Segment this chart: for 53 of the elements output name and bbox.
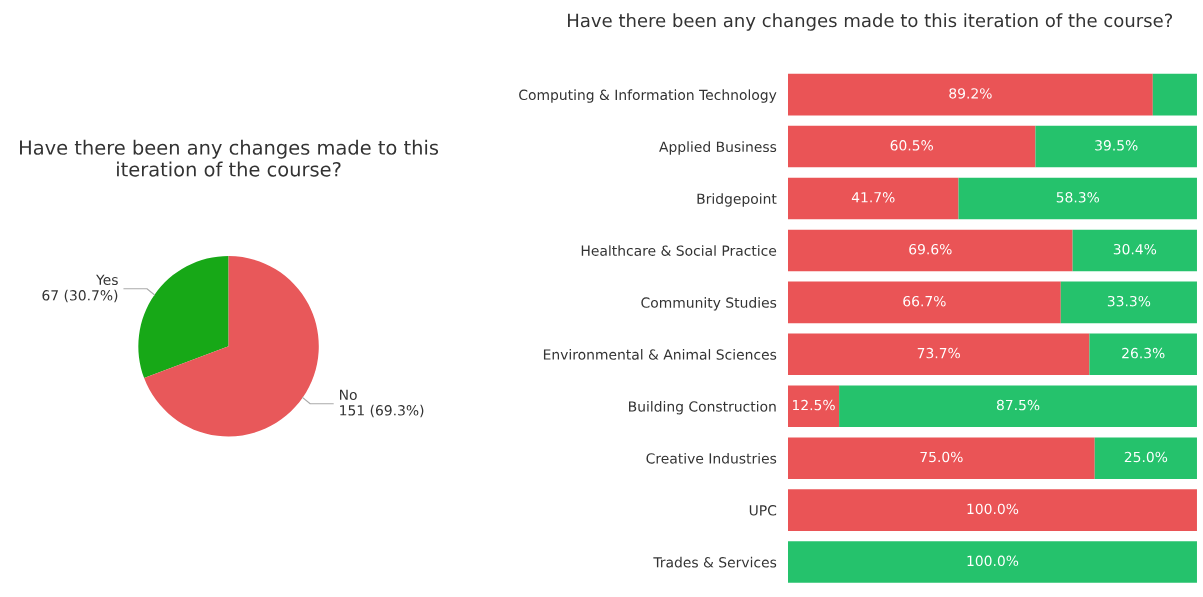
y-tick-label: Healthcare & Social Practice bbox=[581, 245, 777, 256]
bar bbox=[839, 385, 1197, 428]
bar bbox=[1072, 229, 1197, 272]
data-label: 12.5% bbox=[792, 399, 835, 411]
y-tick-label: Environmental & Animal Sciences bbox=[543, 349, 777, 360]
y-tick-label: Creative Industries bbox=[646, 452, 777, 464]
data-label: 41.7% bbox=[851, 192, 895, 203]
data-label: 151 (69.3%) bbox=[340, 404, 424, 418]
chart-title: Have there been any changes made to this iteration of the course? bbox=[20, 139, 439, 177]
data-label: 33.3% bbox=[1107, 295, 1151, 307]
data-label: 89.2% bbox=[949, 88, 992, 99]
y-tick-label: Community Studies bbox=[641, 297, 777, 311]
bar bbox=[787, 541, 1197, 583]
data-label: 67 (30.7%) bbox=[42, 289, 118, 303]
data-label: 30.4% bbox=[1113, 243, 1157, 255]
data-label: 100.0% bbox=[967, 503, 1019, 515]
bar bbox=[787, 333, 1090, 376]
pie-slice bbox=[144, 256, 319, 437]
pie-slice bbox=[138, 256, 229, 379]
slice-label: No bbox=[340, 389, 357, 401]
bar bbox=[787, 125, 1036, 168]
bar bbox=[787, 489, 1197, 531]
data-label: 58.3% bbox=[1056, 192, 1100, 203]
chart-title: Have there been any changes made to this iteration of the course? bbox=[568, 13, 1173, 31]
bar bbox=[787, 229, 1073, 272]
bar bbox=[787, 281, 1061, 324]
y-tick-label: Computing & Information Technology bbox=[519, 89, 777, 103]
data-label: 26.3% bbox=[1122, 347, 1165, 359]
bar bbox=[1035, 125, 1197, 168]
data-label: 66.7% bbox=[903, 295, 946, 307]
bar bbox=[1089, 333, 1197, 376]
bar bbox=[1152, 73, 1197, 116]
bar bbox=[1060, 281, 1197, 324]
data-label: 87.5% bbox=[996, 399, 1040, 411]
data-label: 73.7% bbox=[917, 347, 960, 359]
y-tick-label: Applied Business bbox=[659, 141, 777, 155]
y-tick-label: UPC bbox=[749, 505, 777, 516]
y-tick-label: Building Construction bbox=[629, 400, 776, 415]
data-label: 75.0% bbox=[920, 451, 963, 463]
bar bbox=[787, 73, 1153, 116]
data-label: 69.6% bbox=[909, 243, 952, 255]
y-tick-label: Trades & Services bbox=[653, 556, 777, 568]
y-tick-label: Bridgepoint bbox=[697, 193, 777, 207]
data-label: 39.5% bbox=[1095, 140, 1138, 151]
bar bbox=[787, 385, 840, 428]
data-label: 100.0% bbox=[967, 555, 1019, 567]
bar bbox=[787, 437, 1095, 479]
data-label: 25.0% bbox=[1124, 451, 1168, 463]
bar bbox=[1094, 437, 1197, 479]
bar bbox=[958, 177, 1197, 220]
data-label: 60.5% bbox=[890, 140, 933, 151]
bar bbox=[787, 177, 959, 220]
slice-label: Yes bbox=[96, 274, 118, 286]
